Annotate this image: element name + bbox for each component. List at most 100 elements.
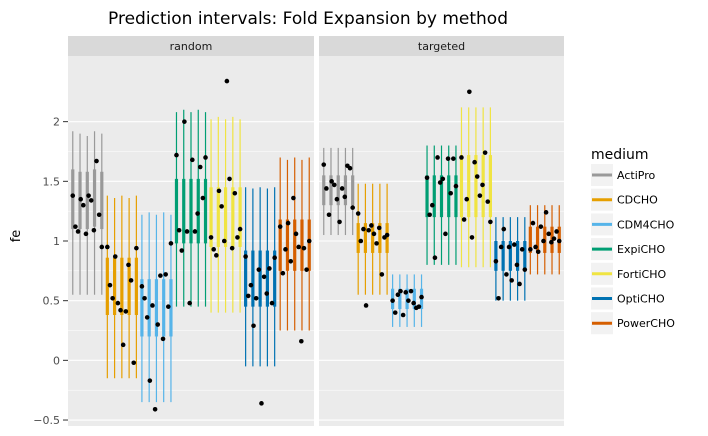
data-point xyxy=(208,235,214,240)
data-point xyxy=(528,247,533,252)
data-point xyxy=(99,244,105,250)
data-point xyxy=(512,242,517,247)
data-point xyxy=(384,232,390,238)
data-point xyxy=(419,294,424,300)
data-point xyxy=(166,304,171,309)
data-point xyxy=(277,224,283,229)
group-ExpiCHO xyxy=(174,109,208,307)
group-ActiPro xyxy=(70,131,105,295)
data-point xyxy=(324,186,329,191)
group-CDCHO xyxy=(105,195,139,379)
data-point xyxy=(363,303,369,308)
legend-label: CDM4CHO xyxy=(617,218,675,231)
data-point xyxy=(227,176,232,182)
data-point xyxy=(214,253,219,258)
data-point xyxy=(81,202,86,208)
facet-label: targeted xyxy=(418,40,465,53)
data-point xyxy=(541,238,546,244)
group-FortiCHO xyxy=(208,78,243,313)
group-OptiCHO xyxy=(493,217,528,301)
data-point xyxy=(200,195,206,201)
panel-targeted: targeted xyxy=(319,36,564,426)
data-point xyxy=(190,157,195,163)
data-point xyxy=(296,244,301,250)
data-point xyxy=(496,295,501,301)
data-point xyxy=(459,155,464,160)
data-point xyxy=(347,165,353,171)
data-point xyxy=(245,293,251,299)
data-point xyxy=(467,89,472,95)
data-point xyxy=(267,266,272,271)
panel-random: random xyxy=(68,36,314,426)
legend-title: medium xyxy=(591,147,649,163)
data-point xyxy=(509,278,514,283)
group-CDCHO xyxy=(355,183,390,308)
data-point xyxy=(110,295,115,301)
data-point xyxy=(408,288,414,294)
data-point xyxy=(291,195,296,201)
data-point xyxy=(543,210,549,215)
data-point xyxy=(506,244,512,250)
data-point xyxy=(350,205,355,210)
data-point xyxy=(403,290,409,295)
data-point xyxy=(187,300,192,306)
data-point xyxy=(112,254,118,259)
data-point xyxy=(519,247,525,252)
data-point xyxy=(395,292,401,298)
data-point xyxy=(96,212,102,218)
legend-label: CDCHO xyxy=(617,194,658,207)
data-point xyxy=(379,272,385,277)
data-point xyxy=(514,262,520,268)
y-tick-label: 2 xyxy=(53,116,60,129)
data-point xyxy=(535,249,541,255)
data-point xyxy=(501,226,507,232)
data-point xyxy=(342,194,348,200)
data-point xyxy=(369,223,374,228)
data-point xyxy=(331,182,337,188)
data-point xyxy=(88,198,94,203)
legend: medium ActiPro CDCHO CDM4CHO ExpiCHO FortiCHO… xyxy=(591,147,675,335)
data-point xyxy=(192,229,198,234)
data-point xyxy=(142,295,147,301)
data-point xyxy=(355,211,361,216)
legend-label: OptiCHO xyxy=(617,293,665,306)
data-point xyxy=(538,224,544,229)
data-point xyxy=(493,258,499,264)
facet-strip xyxy=(319,36,564,56)
data-point xyxy=(91,227,97,233)
group-CDM4CHO xyxy=(390,274,424,327)
data-point xyxy=(366,227,371,233)
data-point xyxy=(123,309,129,314)
data-point xyxy=(83,231,89,237)
data-point xyxy=(451,156,456,161)
data-point xyxy=(134,245,139,251)
data-point xyxy=(554,229,559,234)
data-point xyxy=(216,188,222,194)
data-point xyxy=(120,342,126,348)
data-point xyxy=(105,244,110,250)
data-point xyxy=(522,267,528,272)
data-point xyxy=(424,175,430,181)
data-point xyxy=(195,211,200,216)
data-point xyxy=(139,284,145,289)
data-point xyxy=(337,219,342,225)
data-point xyxy=(448,190,454,196)
y-tick-label: 1 xyxy=(53,235,60,248)
data-point xyxy=(144,315,150,320)
data-point xyxy=(251,323,256,329)
data-point xyxy=(126,262,131,268)
data-point xyxy=(533,244,538,250)
data-point xyxy=(115,300,121,306)
y-tick-label: −0.5 xyxy=(33,414,60,427)
data-point xyxy=(243,254,248,259)
data-point xyxy=(453,183,459,189)
data-point xyxy=(472,159,477,165)
data-point xyxy=(321,162,327,167)
data-point xyxy=(70,193,76,198)
data-point xyxy=(374,241,379,246)
group-PowerCHO xyxy=(528,205,562,275)
data-point xyxy=(376,225,382,231)
data-point xyxy=(429,202,435,208)
data-point xyxy=(398,288,403,294)
